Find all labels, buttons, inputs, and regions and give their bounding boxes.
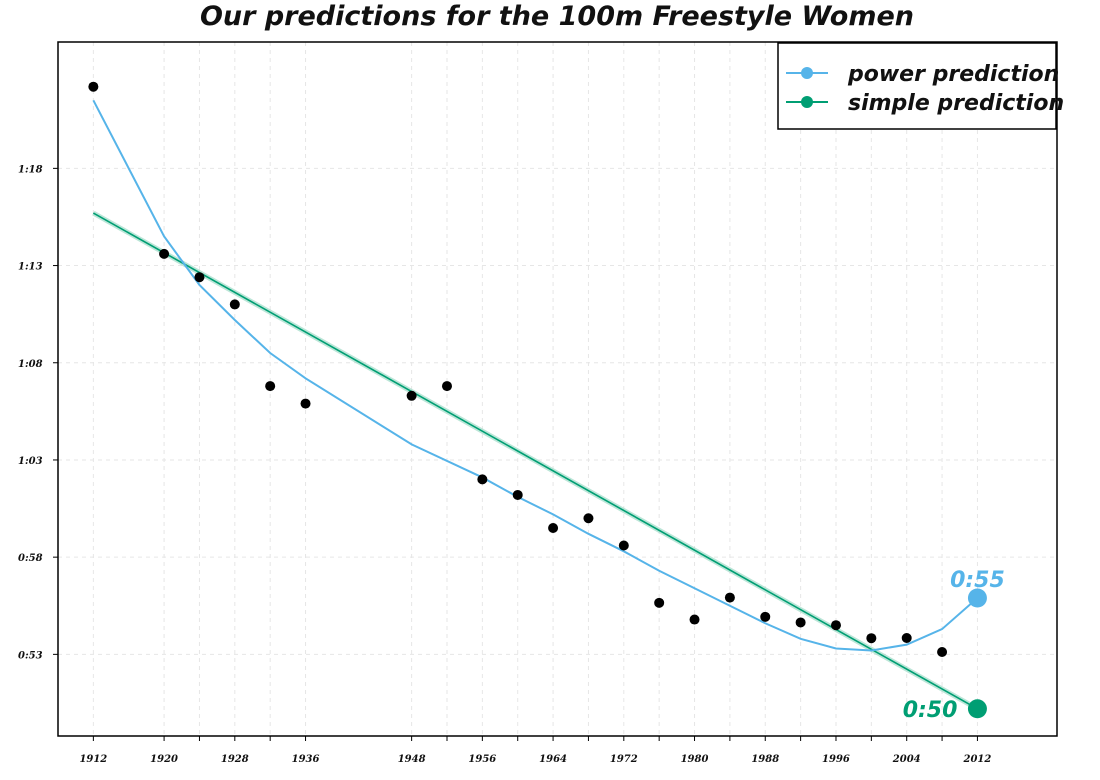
result-point: [866, 633, 877, 644]
x-tick-label: 1956: [468, 754, 496, 765]
x-tick-label: 2004: [892, 754, 921, 765]
chart-title: Our predictions for the 100m Freestyle W…: [199, 1, 915, 32]
result-point: [229, 299, 240, 310]
legend-box: [777, 42, 1057, 130]
x-tick-label: 1920: [150, 754, 178, 765]
plot-frame: [57, 41, 1058, 737]
result-point: [441, 381, 452, 392]
power-prediction-endpoint: [967, 588, 987, 608]
x-tick-label: 1980: [681, 754, 709, 765]
simple-prediction-label: 0:50: [903, 698, 958, 723]
result-point: [300, 398, 311, 409]
result-point: [583, 513, 594, 524]
result-point: [654, 597, 665, 608]
x-tick-label: 1972: [610, 754, 638, 765]
result-point: [724, 592, 735, 603]
result-point: [830, 620, 841, 631]
x-tick-label: 2012: [963, 754, 992, 765]
x-tick-label: 1964: [539, 754, 567, 765]
x-tick-label: 1948: [398, 754, 426, 765]
y-tick-label: 0:58: [18, 553, 43, 564]
legend-swatch-marker: [801, 96, 813, 108]
legend-swatch-marker: [801, 67, 813, 79]
result-point: [512, 489, 523, 500]
result-point: [88, 81, 99, 92]
result-point: [194, 272, 205, 283]
result-point: [477, 474, 488, 485]
result-point: [159, 248, 170, 259]
result-point: [795, 617, 806, 628]
result-point: [901, 633, 912, 644]
prediction-annotations: 0:55 0:50: [903, 568, 1005, 723]
simple-prediction-endpoint: [967, 699, 987, 719]
x-tick-label: 1928: [221, 754, 249, 765]
result-point: [265, 381, 276, 392]
series-lines: [92, 99, 979, 711]
legend-label: simple prediction: [848, 91, 1064, 116]
simple-prediction-line: [92, 212, 978, 710]
result-point: [618, 540, 629, 551]
y-tick-label: 1:08: [18, 359, 43, 370]
result-point: [406, 390, 417, 401]
power-prediction-line: [92, 99, 979, 652]
result-point: [689, 614, 700, 625]
result-point: [548, 522, 559, 533]
x-tick-label: 1912: [79, 754, 107, 765]
result-point: [760, 611, 771, 622]
y-tick-label: 0:53: [18, 650, 43, 661]
axes: 1912 1920 1928 1936 1948 1956 1964 1972 1980 1988…: [18, 41, 1058, 765]
grid: [58, 42, 1057, 736]
x-tick-label: 1996: [822, 754, 850, 765]
legend-label: power prediction: [847, 62, 1059, 87]
data-points: [88, 81, 948, 658]
power-prediction-label: 0:55: [950, 568, 1005, 593]
result-point: [937, 647, 948, 658]
y-tick-label: 1:03: [18, 456, 43, 467]
x-tick-label: 1988: [751, 754, 779, 765]
legend: power prediction simple prediction: [777, 42, 1064, 130]
x-tick-label: 1936: [292, 754, 320, 765]
y-tick-label: 1:18: [18, 164, 43, 175]
y-tick-label: 1:13: [18, 262, 43, 273]
